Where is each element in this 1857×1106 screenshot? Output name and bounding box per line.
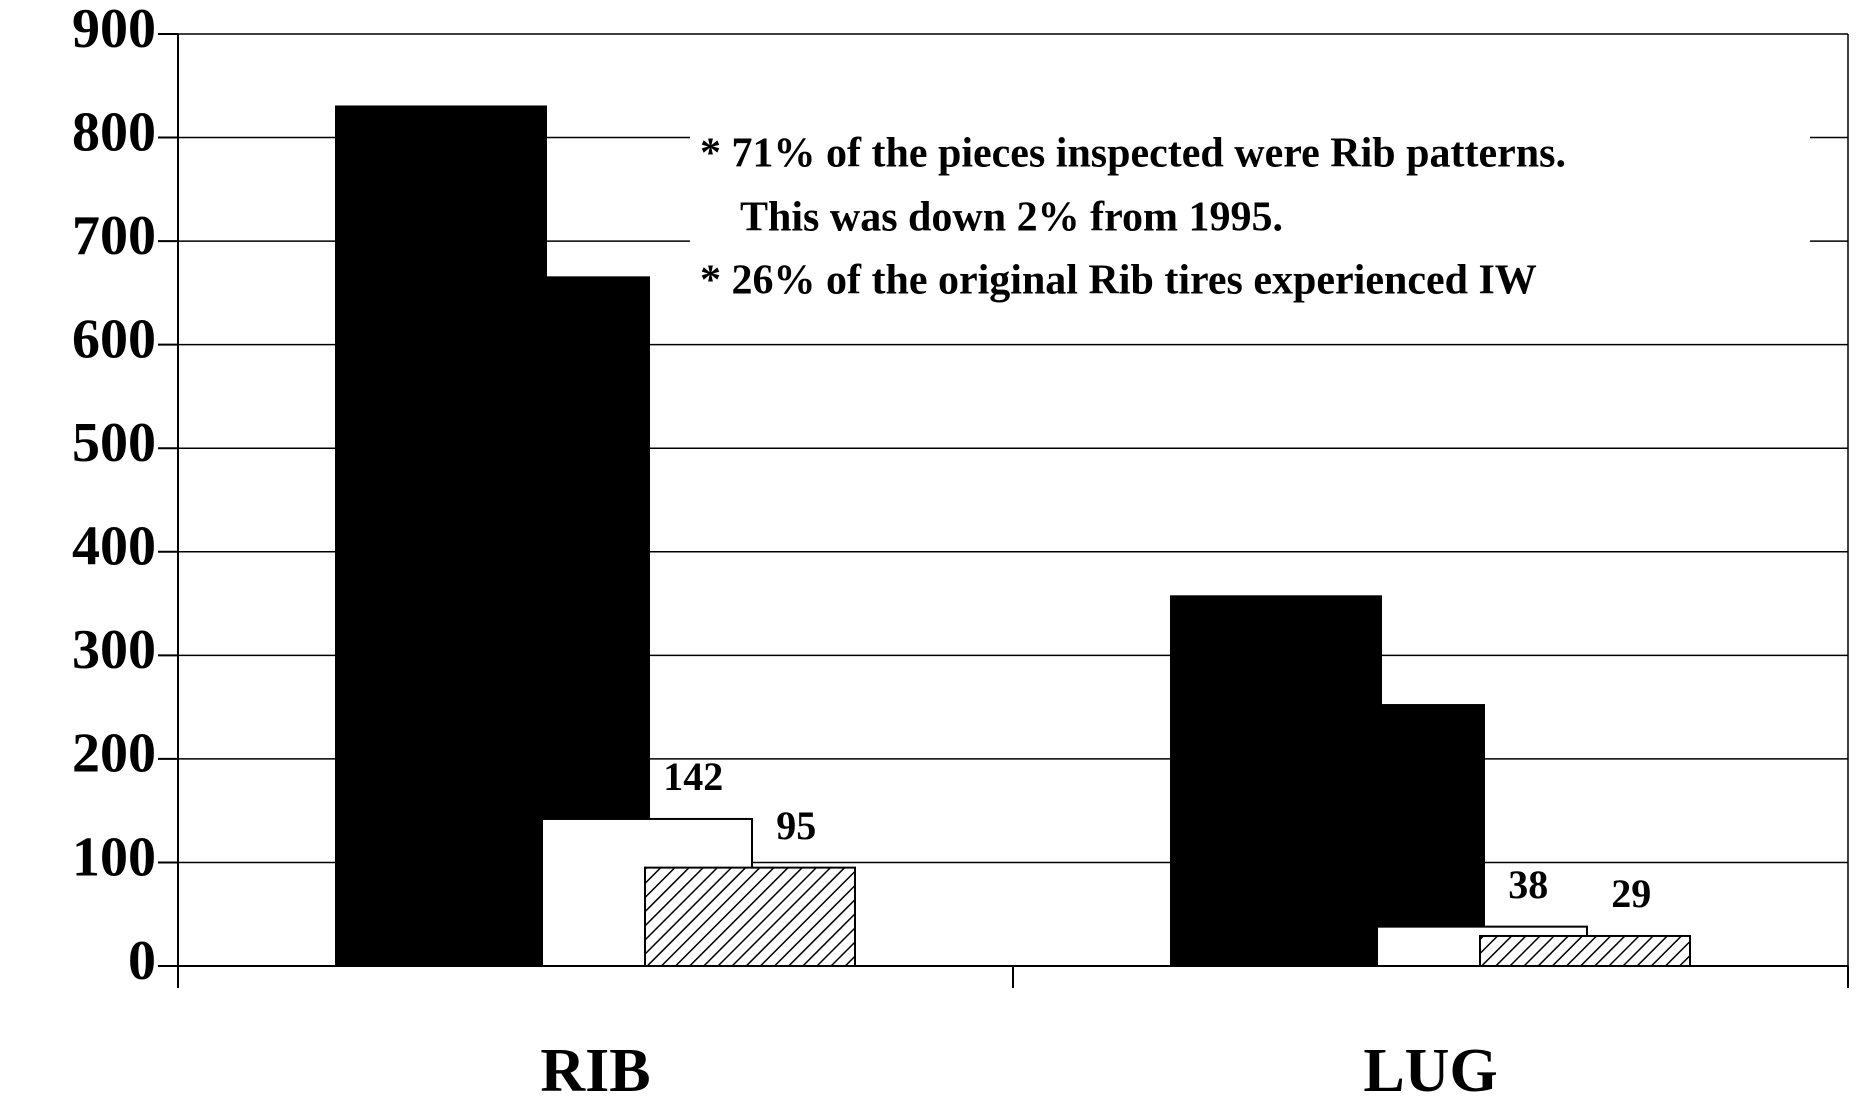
y-tick-label: 200 (72, 723, 156, 785)
x-tick-label: LUG (1363, 1037, 1497, 1105)
y-tick-label: 600 (72, 309, 156, 371)
y-tick-label: 800 (72, 101, 156, 163)
y-tick-label: 500 (72, 412, 156, 474)
y-tick-label: 700 (72, 205, 156, 267)
y-tick-label: 100 (72, 826, 156, 888)
y-tick-label: 400 (72, 516, 156, 578)
y-tick-label: 0 (128, 930, 156, 992)
y-tick-label: 900 (72, 0, 156, 60)
value-label: 95 (776, 803, 816, 848)
annotation-box (690, 120, 1810, 320)
y-tick-label: 300 (72, 619, 156, 681)
value-label: 142 (663, 754, 723, 799)
bar (644, 866, 856, 967)
x-tick-label: RIB (540, 1037, 650, 1105)
annotation: * 71% of the pieces inspected were Rib p… (700, 131, 1566, 177)
annotation: * 26% of the original Rib tires experien… (700, 258, 1537, 304)
value-label: 38 (1508, 862, 1548, 907)
bar (1479, 934, 1691, 967)
annotation: This was down 2% from 1995. (740, 195, 1283, 241)
value-label: 29 (1611, 871, 1651, 916)
bar (1273, 704, 1485, 967)
